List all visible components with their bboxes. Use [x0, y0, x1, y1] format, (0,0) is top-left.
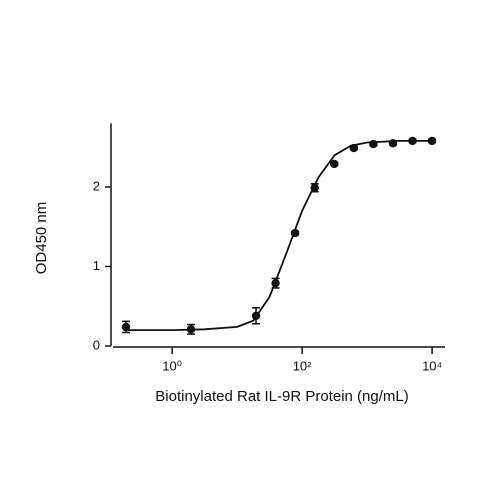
y-tick-label: 2: [93, 178, 100, 193]
data-point: [427, 136, 437, 146]
x-tick-label: 10⁴: [422, 358, 442, 373]
data-point: [330, 159, 339, 169]
x-tick-label: 10²: [293, 358, 312, 373]
y-tick-label: 0: [93, 337, 100, 352]
data-point: [271, 278, 280, 288]
fit-curve: [123, 140, 433, 331]
data-point: [121, 322, 131, 332]
data-point: [310, 183, 319, 192]
x-tick-label: 10⁰: [162, 358, 182, 373]
data-point: [369, 139, 378, 149]
y-axis-title: OD450 nm: [33, 202, 50, 275]
data-point: [290, 228, 300, 238]
data-point: [186, 325, 196, 334]
data-point: [408, 136, 417, 146]
data-point: [388, 139, 398, 148]
data-point: [251, 311, 261, 320]
data-point: [349, 143, 359, 153]
y-tick-label: 1: [93, 258, 100, 273]
x-axis-title: Biotinylated Rat IL-9R Protein (ng/mL): [155, 388, 408, 405]
